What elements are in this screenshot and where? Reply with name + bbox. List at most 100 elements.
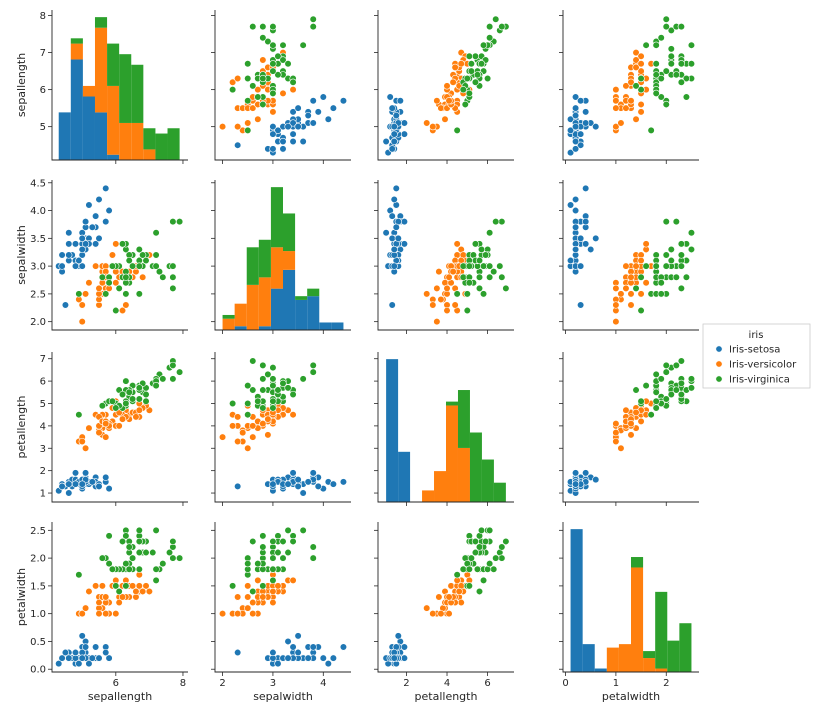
point-Iris-setosa-16: [314, 482, 322, 490]
point-Iris-virginica-42: [105, 279, 113, 287]
xtick-label: 2: [403, 678, 409, 689]
point-Iris-virginica-21: [98, 402, 106, 410]
point-Iris-versicolor-43: [234, 437, 242, 446]
point-Iris-virginica-40: [475, 256, 484, 265]
point-Iris-setosa-43: [592, 123, 600, 131]
xtick-label: 3: [270, 678, 276, 689]
xtick-label: 0: [562, 678, 568, 689]
point-Iris-virginica-49: [108, 397, 117, 405]
point-Iris-virginica-30: [657, 34, 665, 42]
hist-bar-Iris-virginica-9: [167, 128, 180, 160]
hist-bar-Iris-versicolor-2: [246, 284, 259, 330]
point-Iris-setosa-48: [392, 223, 400, 231]
hist-bar-Iris-versicolor-4: [107, 85, 120, 155]
point-Iris-versicolor-10: [78, 318, 86, 326]
point-Iris-setosa-43: [294, 476, 302, 484]
pairplot-panels: 5 6 7 8 sepallength 2.0 2.5 3.0 3.5 4.0 4.5 sepalwi…: [15, 10, 699, 703]
point-Iris-versicolor-10: [612, 318, 620, 326]
point-Iris-setosa-23: [587, 245, 595, 254]
point-Iris-virginica-6: [75, 571, 83, 579]
point-Iris-versicolor-31: [437, 104, 445, 112]
point-Iris-versicolor-29: [612, 284, 620, 292]
point-Iris-virginica-0: [122, 377, 130, 385]
point-Iris-virginica-29: [642, 262, 650, 270]
point-Iris-virginica-18: [249, 537, 257, 546]
point-Iris-setosa-49: [390, 123, 398, 131]
panel-sepallength-vs-sepallength: 5 6 7 8 sepallength: [15, 10, 188, 164]
point-Iris-versicolor-35: [112, 240, 120, 248]
point-Iris-versicolor-49: [445, 97, 453, 105]
point-Iris-virginica-6: [244, 126, 252, 134]
point-Iris-setosa-32: [85, 201, 93, 209]
point-Iris-versicolor-41: [632, 262, 640, 270]
point-Iris-versicolor-20: [108, 251, 117, 259]
point-Iris-versicolor-12: [443, 306, 451, 315]
point-Iris-versicolor-25: [132, 413, 140, 421]
point-Iris-setosa-36: [95, 234, 103, 242]
yaxis-label-sepallength: sepallength: [15, 53, 28, 117]
point-Iris-virginica-5: [269, 364, 277, 372]
point-Iris-setosa-31: [289, 643, 297, 651]
point-Iris-versicolor-29: [249, 433, 257, 441]
hist-bar-Iris-virginica-5: [283, 213, 296, 252]
point-Iris-versicolor-43: [78, 301, 86, 309]
point-Iris-versicolor-31: [612, 429, 620, 437]
point-Iris-virginica-9: [299, 526, 307, 534]
point-Iris-setosa-43: [294, 123, 302, 131]
point-Iris-virginica-45: [677, 262, 685, 270]
point-Iris-versicolor-22: [244, 582, 252, 590]
point-Iris-virginica-42: [254, 560, 262, 568]
point-Iris-versicolor-43: [234, 123, 242, 131]
point-Iris-setosa-49: [571, 480, 580, 488]
point-Iris-setosa-14: [571, 206, 580, 215]
xaxis-label-sepalwidth: sepalwidth: [253, 690, 313, 703]
point-Iris-virginica-48: [289, 537, 297, 546]
point-Iris-virginica-43: [481, 251, 490, 259]
point-Iris-virginica-32: [125, 543, 133, 551]
point-Iris-setosa-48: [88, 478, 96, 486]
point-Iris-virginica-46: [122, 399, 130, 408]
point-Iris-setosa-24: [400, 240, 408, 248]
point-Iris-virginica-34: [249, 587, 257, 596]
point-Iris-setosa-18: [102, 648, 110, 657]
hist-bar-Iris-setosa-1: [398, 451, 411, 502]
hist-bar-Iris-virginica-9: [493, 482, 506, 502]
point-Iris-setosa-37: [566, 126, 575, 134]
point-Iris-versicolor-14: [627, 431, 635, 439]
hist-bar-Iris-setosa-0: [58, 112, 71, 160]
axis-spine: [51, 522, 188, 673]
point-Iris-versicolor-34: [92, 582, 100, 590]
point-Iris-setosa-40: [294, 482, 302, 490]
point-Iris-setosa-32: [324, 115, 332, 123]
point-Iris-setosa-16: [388, 212, 396, 220]
point-Iris-versicolor-36: [135, 582, 143, 590]
hist-bar-Iris-versicolor-3: [258, 277, 271, 327]
point-Iris-virginica-7: [155, 268, 164, 276]
point-Iris-virginica-9: [152, 229, 160, 237]
point-Iris-virginica-48: [677, 78, 685, 86]
point-Iris-virginica-33: [122, 273, 130, 281]
point-Iris-setosa-25: [269, 123, 277, 131]
point-Iris-virginica-35: [169, 262, 177, 270]
point-Iris-virginica-42: [657, 93, 665, 101]
point-Iris-setosa-22: [65, 229, 73, 237]
point-Iris-virginica-45: [135, 395, 143, 403]
point-Iris-virginica-47: [467, 554, 475, 562]
point-Iris-virginica-6: [453, 290, 461, 298]
point-Iris-virginica-45: [135, 537, 143, 546]
point-Iris-virginica-8: [135, 565, 143, 573]
axis-spine: [377, 180, 514, 331]
hist-bar-Iris-versicolor-3: [422, 490, 435, 502]
point-Iris-setosa-45: [269, 480, 277, 488]
hist-bar-Iris-setosa-4: [107, 154, 120, 160]
legend-title: iris: [749, 330, 764, 341]
point-Iris-setosa-18: [396, 97, 404, 105]
point-Iris-versicolor-26: [632, 56, 640, 64]
point-Iris-setosa-42: [388, 145, 396, 153]
point-Iris-setosa-42: [58, 251, 66, 259]
hist-bar-Iris-versicolor-6: [131, 122, 144, 160]
point-Iris-setosa-47: [390, 137, 398, 146]
point-Iris-setosa-49: [390, 245, 398, 254]
point-Iris-virginica-31: [662, 218, 670, 226]
